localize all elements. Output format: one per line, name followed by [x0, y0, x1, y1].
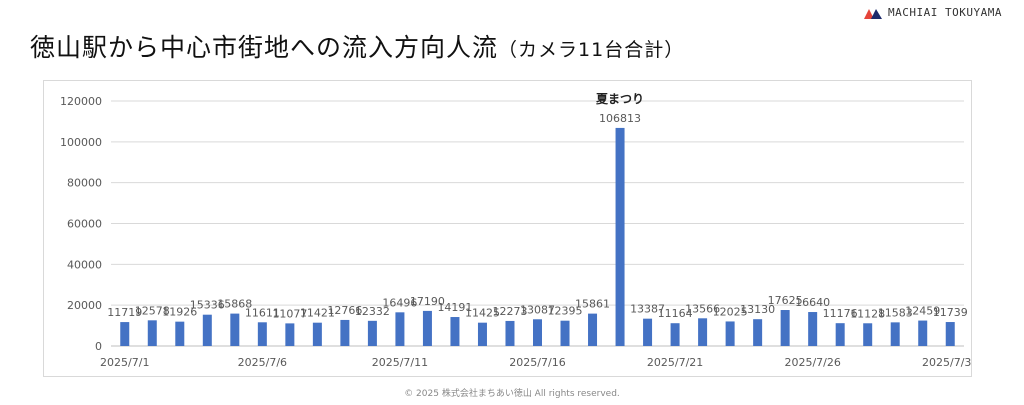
data-label: 15868	[217, 298, 252, 311]
x-tick-label: 2025/7/6	[238, 356, 287, 369]
bar	[780, 310, 790, 346]
bar	[367, 320, 377, 346]
title-main: 徳山駅から中心市街地への流入方向人流	[30, 33, 499, 62]
bar-chart: 0200004000060000800001000001200001171912…	[60, 92, 971, 369]
y-tick-label: 100000	[60, 136, 102, 149]
bar	[257, 322, 267, 346]
y-tick-label: 120000	[60, 95, 102, 108]
bar	[670, 323, 680, 346]
bar	[863, 323, 873, 346]
x-tick-label: 2025/7/11	[372, 356, 428, 369]
bar	[450, 317, 460, 346]
bar	[422, 310, 432, 346]
brand-name: MACHIAI TOKUYAMA	[888, 6, 1002, 19]
bar	[230, 313, 240, 346]
data-label: 11739	[933, 306, 968, 319]
title-sub: （カメラ11台合計）	[498, 39, 685, 61]
bar	[725, 321, 735, 346]
data-label: 11128	[850, 307, 885, 320]
bar	[643, 318, 653, 346]
data-label: 11421	[300, 307, 335, 320]
data-label: 12766	[327, 304, 362, 317]
bar	[560, 320, 570, 346]
annotation-label: 夏まつり	[596, 92, 644, 106]
data-label: 15336	[190, 299, 225, 312]
y-tick-label: 0	[95, 340, 102, 353]
chart-frame: 0 20000 40000 60000 80000 100000 120000 11719 12…	[43, 80, 972, 377]
bar	[533, 319, 542, 346]
data-label: 13387	[630, 303, 665, 316]
footer-copyright: © 2025 株式会社まちあい徳山 All rights reserved.	[404, 389, 620, 399]
data-label: 11926	[162, 306, 197, 319]
bar	[285, 323, 295, 346]
data-label: 106813	[599, 112, 641, 125]
data-label: 11176	[823, 307, 858, 320]
x-tick-label: 2025/7/26	[784, 356, 840, 369]
data-label: 12459	[905, 305, 940, 318]
bar	[395, 312, 405, 346]
x-tick-label: 2025/7/31	[922, 356, 971, 369]
data-label: 17190	[410, 295, 445, 308]
data-label: 11719	[107, 306, 142, 319]
data-label: 16640	[795, 296, 830, 309]
bar	[312, 322, 322, 346]
data-label: 16496	[382, 296, 417, 309]
x-tick-label: 2025/7/21	[647, 356, 703, 369]
bar	[505, 320, 515, 346]
mountain-logo-icon	[864, 8, 883, 19]
bar	[175, 321, 185, 346]
y-tick-label: 80000	[67, 177, 102, 190]
data-label: 15861	[575, 298, 610, 311]
bar	[615, 127, 625, 346]
bar	[808, 312, 818, 346]
bar	[477, 322, 487, 346]
data-label: 13087	[520, 303, 555, 316]
data-label: 13130	[740, 303, 775, 316]
data-label: 17625	[768, 294, 803, 307]
bar	[202, 314, 212, 346]
bar	[890, 322, 900, 346]
bar	[588, 313, 598, 346]
bar	[120, 322, 130, 346]
x-tick-label: 2025/7/1	[100, 356, 149, 369]
data-label: 11077	[272, 307, 307, 320]
bar	[945, 322, 955, 346]
data-label: 11611	[245, 306, 280, 319]
data-label: 11425	[465, 307, 500, 320]
bar	[147, 320, 157, 346]
y-tick-label: 40000	[67, 258, 102, 271]
data-label: 11164	[658, 307, 693, 320]
bar	[698, 318, 708, 346]
data-label: 13566	[685, 302, 720, 315]
y-tick-label: 20000	[67, 299, 102, 312]
data-label: 12332	[355, 305, 390, 318]
y-tick-label: 60000	[67, 218, 102, 231]
data-label: 11583	[878, 306, 913, 319]
bar	[835, 323, 845, 346]
bar	[918, 320, 928, 346]
brand: MACHIAI TOKUYAMA	[864, 6, 1002, 19]
data-label: 12025	[713, 305, 748, 318]
bar	[340, 319, 350, 346]
data-label: 12578	[135, 304, 170, 317]
bar	[753, 319, 763, 346]
data-label: 14191	[437, 301, 472, 314]
data-label: 12273	[492, 305, 527, 318]
page-title: 徳山駅から中心市街地への流入方向人流（カメラ11台合計）	[30, 28, 684, 64]
data-label: 12395	[548, 305, 583, 318]
x-tick-label: 2025/7/16	[509, 356, 565, 369]
